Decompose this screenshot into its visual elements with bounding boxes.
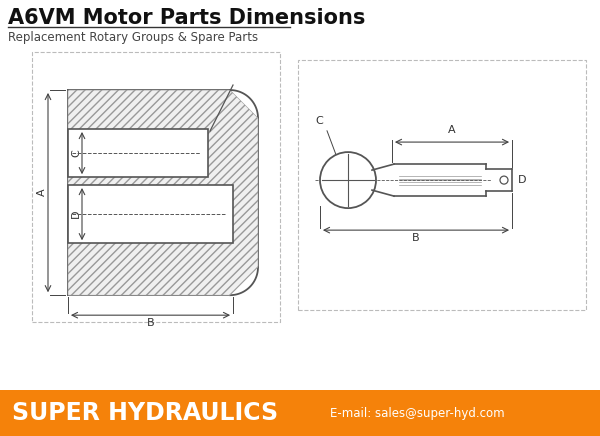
Text: B: B	[146, 318, 154, 328]
Text: D: D	[518, 175, 527, 185]
Text: B: B	[412, 233, 420, 243]
Text: E-mail: sales@super-hyd.com: E-mail: sales@super-hyd.com	[330, 407, 505, 419]
Text: SUPER HYDRAULICS: SUPER HYDRAULICS	[12, 401, 278, 425]
Bar	[32, 52, 280, 322]
Text: A: A	[37, 189, 47, 197]
Bar	[68, 129, 208, 177]
Text: A: A	[448, 125, 456, 135]
Text: C: C	[71, 149, 81, 157]
Polygon shape	[68, 90, 258, 295]
Text: Replacement Rotary Groups & Spare Parts: Replacement Rotary Groups & Spare Parts	[8, 31, 258, 44]
Text: D: D	[71, 210, 81, 218]
Text: C: C	[315, 116, 323, 126]
Circle shape	[320, 152, 376, 208]
Text: A6VM Motor Parts Dimensions: A6VM Motor Parts Dimensions	[8, 8, 365, 28]
Circle shape	[500, 176, 508, 184]
Bar	[68, 185, 233, 243]
Bar	[298, 60, 586, 310]
